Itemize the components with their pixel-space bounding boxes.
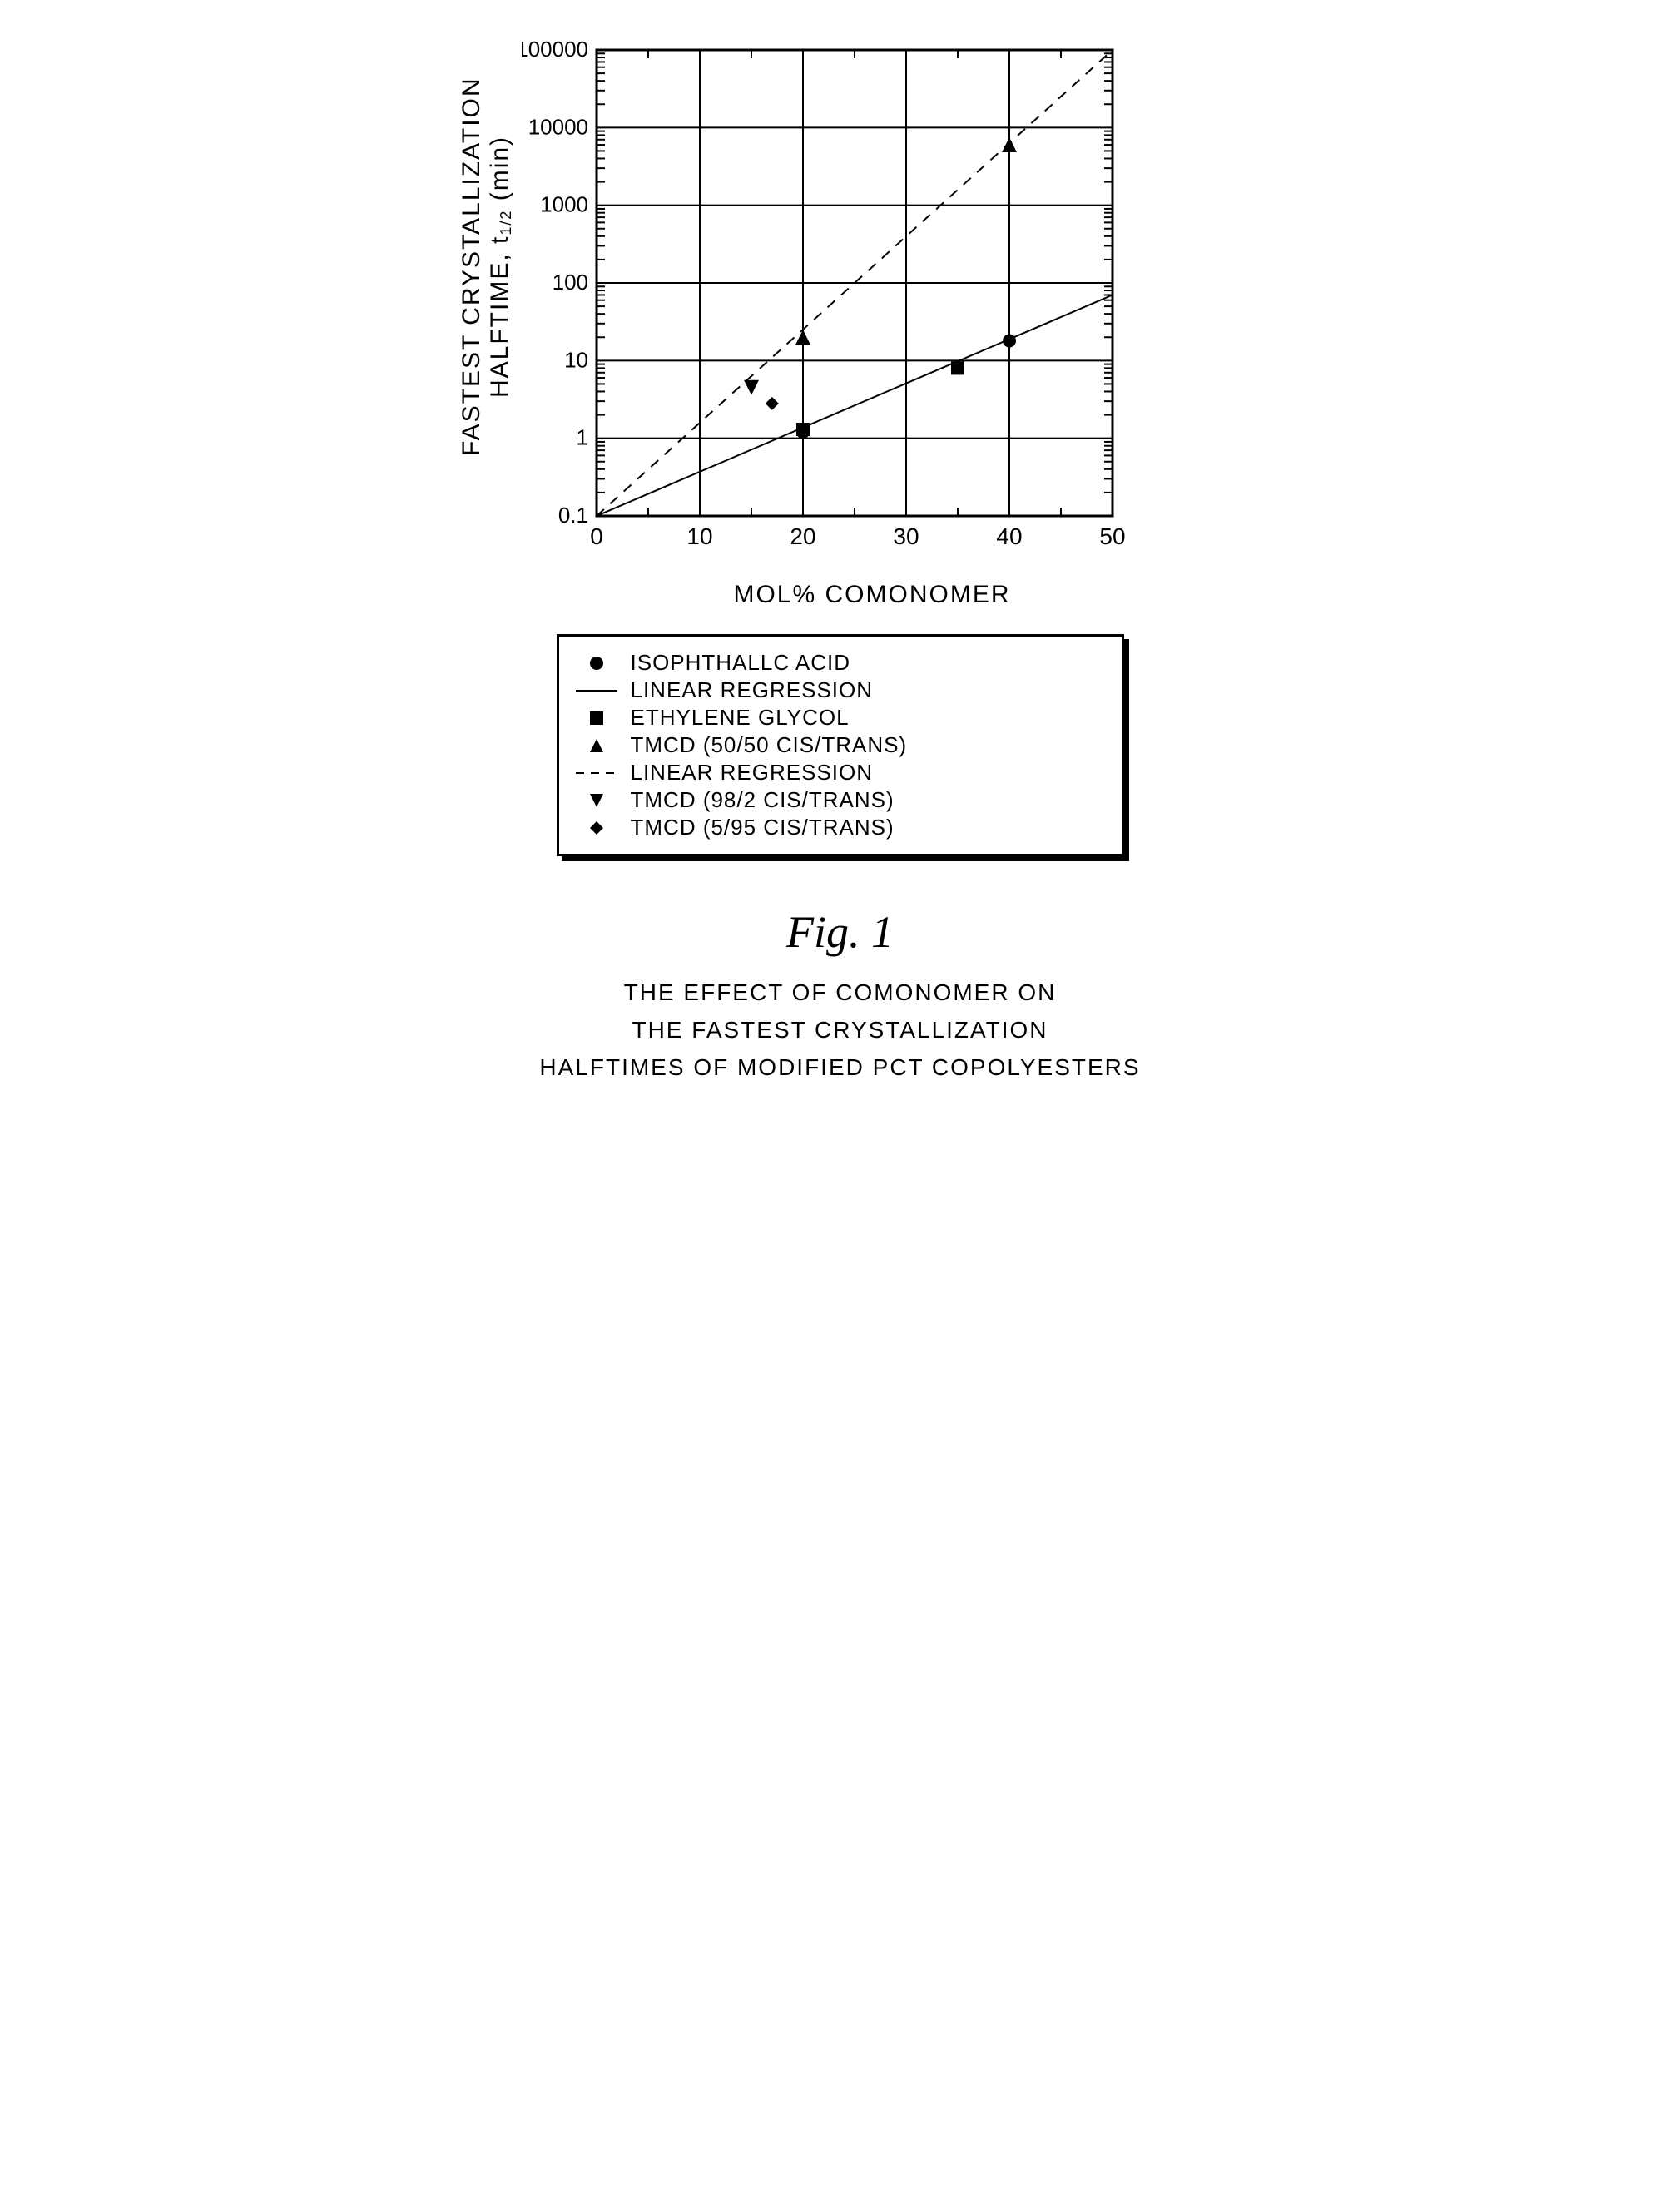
svg-text:10: 10 bbox=[564, 347, 588, 372]
svg-text:1: 1 bbox=[576, 425, 587, 450]
chart-row: FASTEST CRYSTALLIZATION HALFTIME, t1/2 (… bbox=[458, 33, 1223, 609]
chart-svg: 0 10 20 30 40 50 0.1 1 10 100 1000 10000 100000 bbox=[522, 33, 1137, 574]
legend-label: TMCD (5/95 CIS/TRANS) bbox=[631, 815, 895, 840]
y-axis-label: FASTEST CRYSTALLIZATION HALFTIME, t1/2 (… bbox=[458, 33, 515, 533]
legend-label: LINEAR REGRESSION bbox=[631, 677, 874, 703]
legend-symbol bbox=[574, 707, 619, 729]
caption-line2: THE FASTEST CRYSTALLIZATION bbox=[632, 1017, 1048, 1043]
svg-text:0: 0 bbox=[590, 523, 603, 549]
x-axis-label: MOL% COMONOMER bbox=[522, 581, 1223, 609]
svg-text:10: 10 bbox=[686, 523, 712, 549]
svg-text:30: 30 bbox=[893, 523, 919, 549]
legend-label: TMCD (98/2 CIS/TRANS) bbox=[631, 787, 895, 813]
legend-item: LINEAR REGRESSION bbox=[574, 677, 1107, 703]
figure-label: Fig. 1 bbox=[458, 906, 1223, 958]
legend-item: TMCD (50/50 CIS/TRANS) bbox=[574, 732, 1107, 758]
svg-text:10000: 10000 bbox=[528, 114, 587, 139]
svg-text:40: 40 bbox=[996, 523, 1022, 549]
caption-line1: THE EFFECT OF COMONOMER ON bbox=[624, 979, 1057, 1005]
legend-symbol bbox=[574, 680, 619, 701]
legend-symbol bbox=[574, 817, 619, 839]
figure: FASTEST CRYSTALLIZATION HALFTIME, t1/2 (… bbox=[458, 33, 1223, 1086]
caption-text: THE EFFECT OF COMONOMER ON THE FASTEST C… bbox=[458, 974, 1223, 1086]
legend-item: ETHYLENE GLYCOL bbox=[574, 705, 1107, 731]
svg-text:100: 100 bbox=[552, 270, 587, 295]
y-label-unit: (min) bbox=[486, 135, 513, 209]
legend-label: LINEAR REGRESSION bbox=[631, 760, 874, 786]
plot-column: 0 10 20 30 40 50 0.1 1 10 100 1000 10000 100000 MOL%… bbox=[522, 33, 1223, 609]
svg-text:100000: 100000 bbox=[522, 37, 588, 62]
svg-text:50: 50 bbox=[1099, 523, 1125, 549]
legend-box: ISOPHTHALLC ACIDLINEAR REGRESSIONETHYLEN… bbox=[557, 634, 1124, 856]
legend-symbol bbox=[574, 735, 619, 756]
svg-text:1000: 1000 bbox=[540, 192, 588, 217]
svg-text:0.1: 0.1 bbox=[558, 503, 587, 528]
caption: Fig. 1 THE EFFECT OF COMONOMER ON THE FA… bbox=[458, 906, 1223, 1086]
caption-line3: HALFTIMES OF MODIFIED PCT COPOLYESTERS bbox=[539, 1054, 1140, 1080]
legend-item: ISOPHTHALLC ACID bbox=[574, 650, 1107, 676]
svg-text:20: 20 bbox=[790, 523, 815, 549]
legend-symbol bbox=[574, 652, 619, 674]
legend-item: TMCD (5/95 CIS/TRANS) bbox=[574, 815, 1107, 840]
legend-label: TMCD (50/50 CIS/TRANS) bbox=[631, 732, 908, 758]
legend-item: LINEAR REGRESSION bbox=[574, 760, 1107, 786]
legend-label: ETHYLENE GLYCOL bbox=[631, 705, 850, 731]
y-label-sub: 1/2 bbox=[498, 209, 514, 235]
legend-symbol bbox=[574, 762, 619, 784]
legend-item: TMCD (98/2 CIS/TRANS) bbox=[574, 787, 1107, 813]
legend-symbol bbox=[574, 790, 619, 811]
y-label-line1: FASTEST CRYSTALLIZATION bbox=[458, 77, 485, 456]
legend-label: ISOPHTHALLC ACID bbox=[631, 650, 851, 676]
y-label-line2: HALFTIME, t bbox=[486, 235, 513, 397]
